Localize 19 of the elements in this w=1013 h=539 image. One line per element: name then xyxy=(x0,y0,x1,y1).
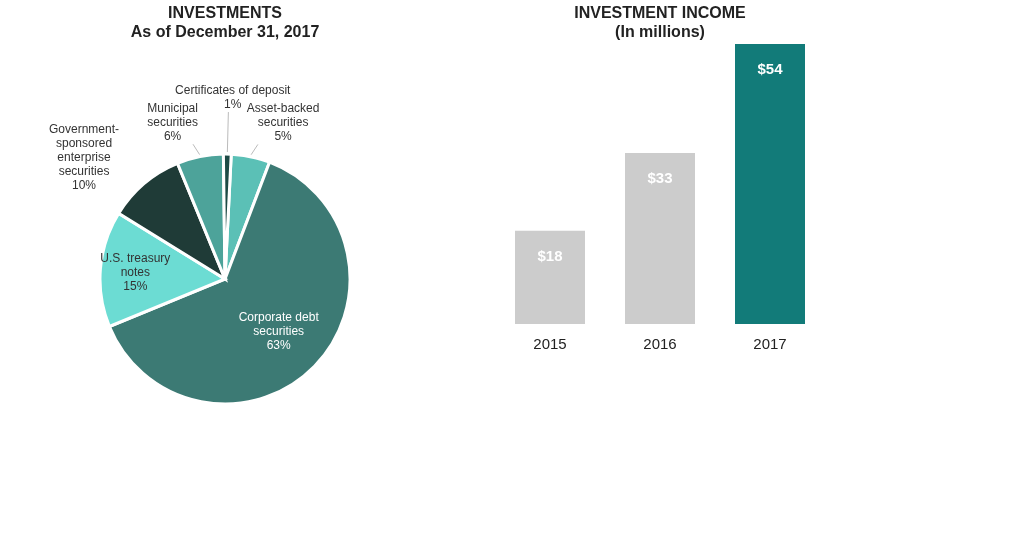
slice-label: Municipal securities xyxy=(147,101,198,130)
x-tick-label: 2015 xyxy=(533,334,567,352)
x-tick-label: 2017 xyxy=(753,334,787,352)
chart-title: INVESTMENT INCOME xyxy=(574,4,747,21)
slice-label: Government-sponsored enterprise securities xyxy=(49,122,120,179)
data-label: 15% xyxy=(123,278,148,293)
slice-label: Asset-backed securities xyxy=(246,101,320,130)
data-label: 1% xyxy=(224,97,242,112)
chart-title: INVESTMENTS xyxy=(168,4,283,21)
data-label: 63% xyxy=(266,338,292,353)
chart-subtitle: (In millions) xyxy=(615,23,705,40)
data-label: 5% xyxy=(274,129,293,144)
data-label: 6% xyxy=(163,129,182,144)
x-tick-label: 2016 xyxy=(643,334,677,352)
slice-label: Certificates of deposit xyxy=(175,83,292,98)
slice-label: Corporate debt securities xyxy=(238,310,320,339)
chart-subtitle: As of December 31, 2017 xyxy=(130,23,320,40)
data-label: 10% xyxy=(72,178,97,193)
data-label: $54 xyxy=(757,60,784,77)
